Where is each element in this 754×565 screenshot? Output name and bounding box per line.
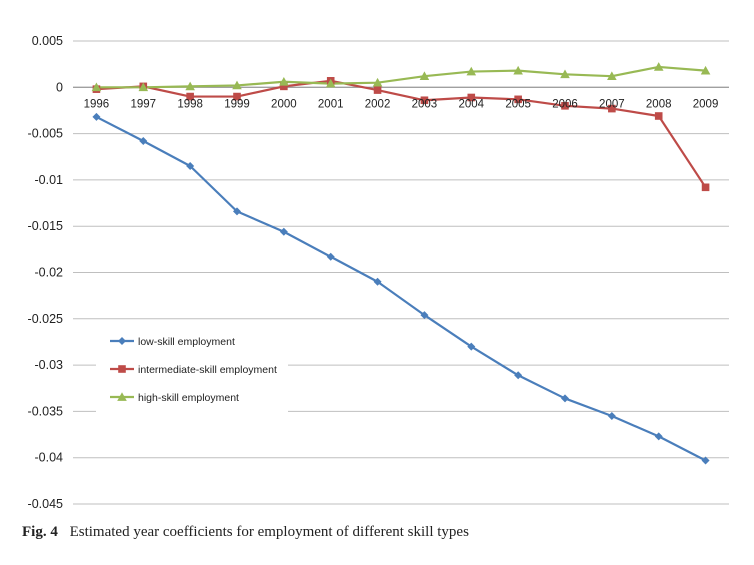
data-point <box>561 102 569 110</box>
data-point <box>419 71 430 81</box>
y-tick-label: -0.03 <box>35 358 64 372</box>
x-tick-label: 2004 <box>458 98 484 110</box>
x-tick-label: 1997 <box>130 98 156 110</box>
data-point <box>514 371 523 380</box>
data-point <box>372 77 383 87</box>
data-point <box>233 207 241 216</box>
x-tick-label: 1999 <box>224 98 250 110</box>
data-point <box>185 81 195 91</box>
data-point <box>279 227 288 236</box>
legend-label: high-skill employment <box>138 392 239 404</box>
series-lines <box>95 65 707 462</box>
series-line-0 <box>95 115 707 462</box>
data-point <box>513 65 523 75</box>
legend-label: low-skill employment <box>138 336 235 348</box>
x-tick-label: 1998 <box>177 98 203 110</box>
data-point <box>186 92 194 101</box>
data-point <box>654 112 663 120</box>
data-point <box>420 311 429 320</box>
y-tick-label: -0.015 <box>28 219 63 233</box>
series-markers <box>91 62 711 465</box>
line-chart: 0.005 0 -0.005 -0.01 -0.015 -0.02 -0.025 -0.03 -… <box>28 34 729 511</box>
data-point <box>280 82 288 91</box>
data-point <box>373 86 382 94</box>
data-point <box>467 342 476 351</box>
y-tick-label: -0.005 <box>28 127 63 141</box>
data-point <box>420 96 429 105</box>
chart: 0.005 0 -0.005 -0.01 -0.015 -0.02 -0.025 -0.03 -… <box>28 34 729 511</box>
legend-swatch-marker <box>118 365 126 373</box>
x-tick-label: 2008 <box>646 98 672 110</box>
y-tick-label: 0 <box>56 80 63 94</box>
data-point <box>654 432 663 441</box>
data-point <box>466 66 477 76</box>
x-tick-label: 2007 <box>599 98 625 110</box>
data-point <box>467 93 476 102</box>
data-point <box>232 80 242 90</box>
legend-swatch-marker <box>117 392 127 401</box>
data-point <box>560 69 570 79</box>
y-tick-label: -0.045 <box>28 497 63 511</box>
data-point <box>608 104 616 113</box>
x-tick-label: 2005 <box>505 98 531 110</box>
data-point <box>279 76 289 86</box>
y-axis-tick-labels: 0.005 0 -0.005 -0.01 -0.015 -0.02 -0.025 -0.03 -… <box>28 34 64 511</box>
data-point <box>373 277 382 286</box>
data-point <box>561 394 569 403</box>
data-point <box>607 412 616 421</box>
x-tick-label: 2006 <box>552 98 578 110</box>
data-point <box>92 112 101 121</box>
x-tick-label: 2003 <box>412 98 438 110</box>
legend-swatch-marker <box>118 337 126 345</box>
data-point <box>607 71 617 81</box>
y-tick-label: -0.035 <box>28 404 63 418</box>
data-point <box>91 82 102 92</box>
y-tick-label: -0.04 <box>35 451 64 465</box>
x-tick-label: 2000 <box>271 98 297 110</box>
x-tick-label: 1996 <box>84 98 110 110</box>
x-tick-label: 2009 <box>693 98 719 110</box>
figure-label: Fig. 4 <box>22 524 58 540</box>
y-tick-label: -0.02 <box>35 266 64 280</box>
data-point <box>186 162 195 171</box>
x-tick-label: 2001 <box>318 98 344 110</box>
data-point <box>233 92 241 101</box>
y-tick-label: -0.025 <box>28 312 63 326</box>
legend-label: intermediate-skill employment <box>138 364 277 376</box>
x-axis-tick-labels: 1996 1997 1998 1999 2000 2001 2002 2003 2004 2005… <box>84 98 719 110</box>
data-point <box>139 137 148 146</box>
figure-caption-text: Estimated year coefficients for employme… <box>69 524 469 540</box>
data-point <box>701 456 710 465</box>
data-point <box>326 252 335 261</box>
y-tick-label: -0.01 <box>35 173 64 187</box>
y-tick-label: 0.005 <box>32 34 63 48</box>
data-point <box>701 183 710 192</box>
data-point <box>514 95 522 104</box>
data-point <box>700 65 711 75</box>
x-tick-label: 2002 <box>365 98 391 110</box>
data-point <box>325 78 336 88</box>
data-point <box>653 62 664 71</box>
legend: low-skill employment intermediate-skill e… <box>96 322 288 414</box>
data-point <box>138 82 149 92</box>
figure-caption: Fig. 4 Estimated year coefficients for e… <box>22 524 742 541</box>
series-line-1 <box>96 79 707 188</box>
series-line-2 <box>96 65 706 89</box>
